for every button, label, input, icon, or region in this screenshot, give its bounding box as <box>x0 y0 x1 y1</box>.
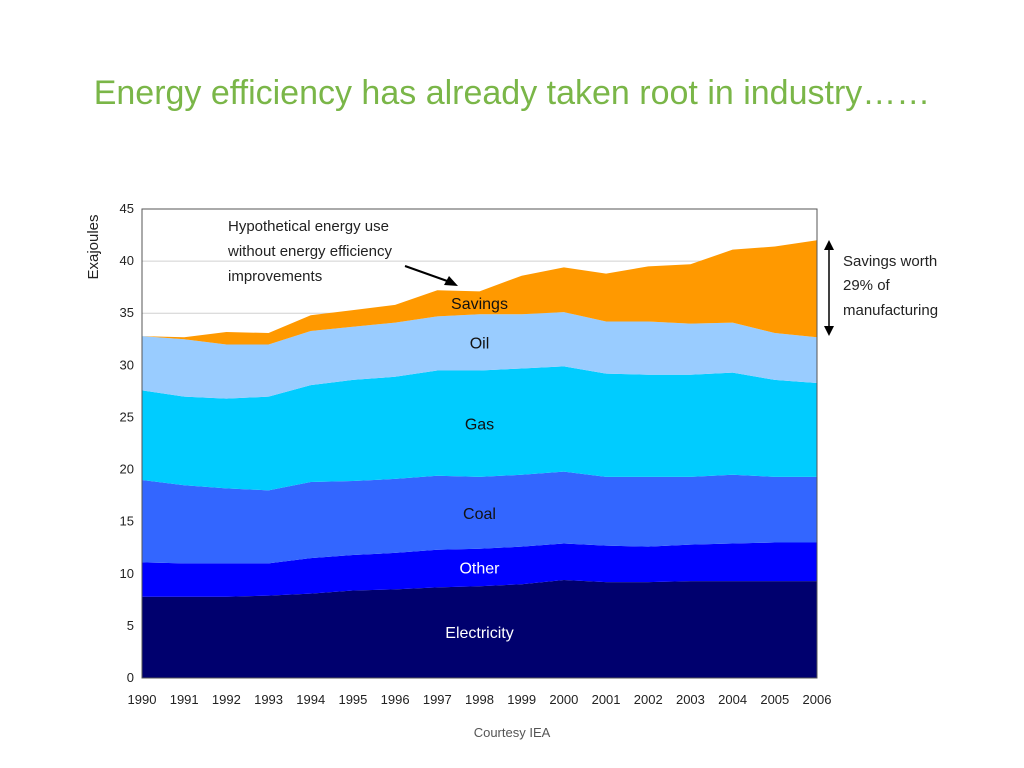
y-tick-20: 20 <box>120 462 134 477</box>
area-savings <box>142 240 817 345</box>
area-series <box>142 240 817 678</box>
x-tick-1993: 1993 <box>254 692 283 707</box>
y-tick-40: 40 <box>120 253 134 268</box>
area-electricity <box>142 580 817 678</box>
x-tick-1998: 1998 <box>465 692 494 707</box>
hypothetical-arrow-line <box>404 265 451 283</box>
plot-frame <box>141 208 818 679</box>
hypothetical-arrow-head <box>444 276 458 286</box>
credit-text: Courtesy IEA <box>473 725 551 740</box>
hypothetical-annotation: Hypothetical energy use without energy e… <box>227 218 458 286</box>
series-labels: Electricity Other Coal Gas Oil Savings <box>445 296 513 642</box>
x-tick-1997: 1997 <box>423 692 452 707</box>
x-tick-1991: 1991 <box>170 692 199 707</box>
x-tick-2000: 2000 <box>549 692 578 707</box>
savings-note-line-1: Savings worth <box>843 253 937 270</box>
area-other <box>142 542 817 597</box>
hypothetical-line-3: improvements <box>228 268 322 285</box>
x-tick-2002: 2002 <box>634 692 663 707</box>
x-tick-1995: 1995 <box>338 692 367 707</box>
x-tick-2004: 2004 <box>718 692 747 707</box>
y-tick-5: 5 <box>127 618 134 633</box>
series-label-other: Other <box>459 561 500 578</box>
series-label-electricity: Electricity <box>445 625 513 642</box>
y-tick-0: 0 <box>127 670 134 685</box>
y-tick-labels: 0 5 10 15 20 25 30 35 40 45 <box>120 201 134 685</box>
y-tick-10: 10 <box>120 566 134 581</box>
x-tick-2005: 2005 <box>760 692 789 707</box>
savings-arrow-head-top <box>824 240 834 250</box>
y-tick-30: 30 <box>120 357 134 372</box>
x-tick-1994: 1994 <box>296 692 325 707</box>
savings-arrow-head-bottom <box>824 326 834 336</box>
series-label-oil: Oil <box>470 335 490 352</box>
x-tick-1990: 1990 <box>128 692 157 707</box>
x-tick-1999: 1999 <box>507 692 536 707</box>
x-tick-1992: 1992 <box>212 692 241 707</box>
series-label-savings: Savings <box>451 296 508 313</box>
x-tick-2003: 2003 <box>676 692 705 707</box>
series-label-coal: Coal <box>463 506 496 523</box>
x-tick-1996: 1996 <box>381 692 410 707</box>
area-gas <box>142 366 817 491</box>
y-tick-15: 15 <box>120 514 134 529</box>
area-oil <box>142 312 817 399</box>
x-tick-labels: 1990 1991 1992 1993 1994 1995 1996 1997 1998 1999… <box>128 692 832 707</box>
y-tick-35: 35 <box>120 305 134 320</box>
savings-note-line-3: manufacturing <box>843 302 938 319</box>
hypothetical-line-2: without energy efficiency <box>227 243 392 260</box>
savings-note-line-2: 29% of <box>843 277 891 294</box>
hypothetical-line-1: Hypothetical energy use <box>228 218 389 235</box>
y-axis-title: Exajoules <box>85 214 102 279</box>
x-tick-2006: 2006 <box>803 692 832 707</box>
x-tick-2001: 2001 <box>592 692 621 707</box>
area-coal <box>142 471 817 564</box>
savings-annotation: Savings worth 29% of manufacturing <box>824 240 938 336</box>
y-tick-45: 45 <box>120 201 134 216</box>
y-tick-25: 25 <box>120 409 134 424</box>
slide-title: Energy efficiency has already taken root… <box>93 74 931 112</box>
series-label-gas: Gas <box>465 417 494 434</box>
